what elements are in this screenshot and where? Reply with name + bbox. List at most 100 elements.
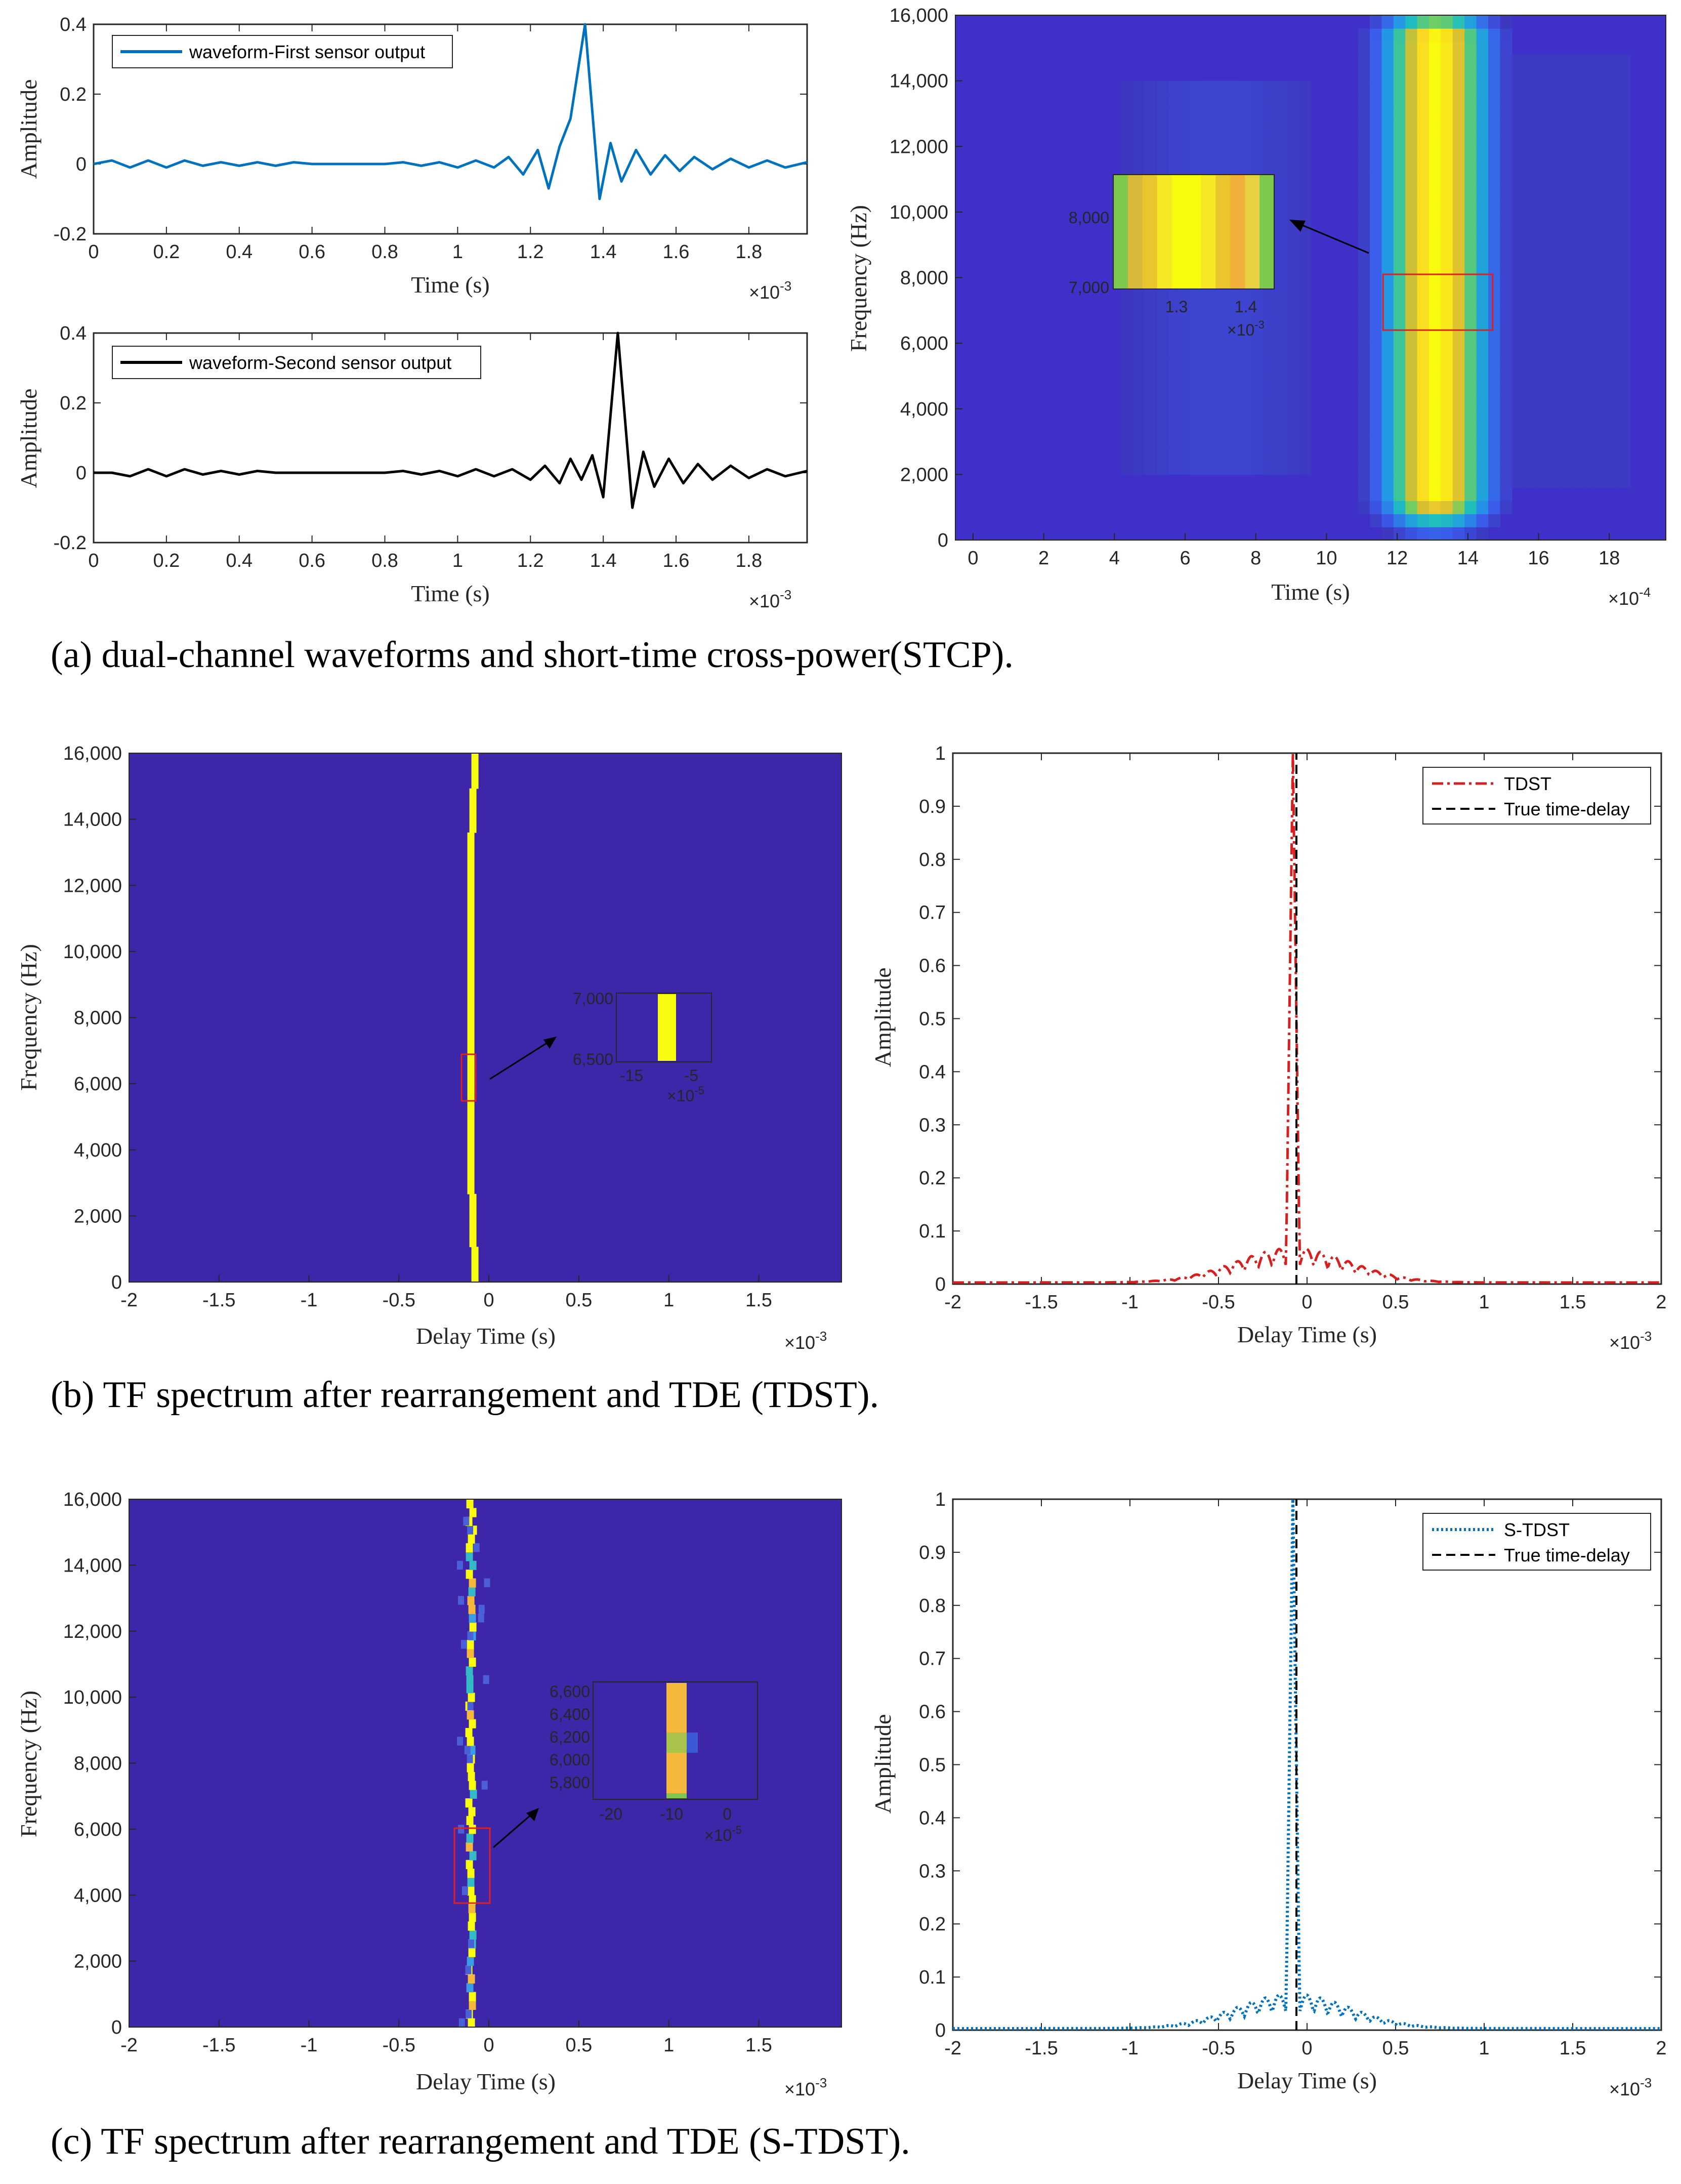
heatmap-cell — [1429, 238, 1442, 252]
spectral-line-cell — [469, 1781, 476, 1790]
heatmap-cell — [1571, 330, 1583, 344]
heatmap-cell — [1452, 291, 1465, 305]
y-axis-label: Amplitude — [870, 968, 896, 1067]
heatmap-cell — [1547, 422, 1560, 436]
heatmap-cell — [1215, 133, 1228, 147]
x-tick-label: 0 — [968, 548, 978, 569]
heatmap-cell — [1192, 80, 1205, 95]
spectral-line-cell — [467, 1088, 475, 1097]
heatmap-cell — [1547, 474, 1560, 488]
x-tick-label: 0.2 — [153, 550, 180, 571]
inset-cell — [666, 1793, 687, 1798]
heatmap-cell — [1370, 41, 1382, 55]
heatmap-cell — [1618, 382, 1631, 396]
heatmap-cell — [1452, 408, 1465, 423]
heatmap-cell — [1500, 317, 1512, 331]
spectral-line-cell — [467, 982, 475, 992]
heatmap-cell — [1121, 382, 1133, 396]
heatmap-cell — [1275, 225, 1287, 239]
y-tick-label: 6,000 — [74, 1074, 122, 1095]
heatmap-cell — [1500, 54, 1512, 68]
heatmap-cell — [1535, 198, 1548, 213]
heatmap-cell — [1298, 356, 1311, 370]
heatmap-cell — [1145, 343, 1157, 357]
heatmap-cell — [1298, 159, 1311, 173]
heatmap-cell — [1168, 80, 1181, 95]
heatmap-cell — [1500, 238, 1512, 252]
heatmap-cell — [1441, 225, 1453, 239]
heatmap-cell — [1405, 120, 1418, 134]
heatmap-cell — [1156, 422, 1169, 436]
heatmap-cell — [1583, 107, 1595, 121]
y-axis-label: Frequency (Hz) — [16, 1691, 41, 1837]
heatmap-cell — [1452, 514, 1465, 527]
heatmap-cell — [1476, 159, 1489, 173]
heatmap-cell — [1168, 382, 1181, 396]
heatmap-cell — [1488, 198, 1501, 213]
heatmap-cell — [1251, 94, 1264, 108]
heatmap-cell — [1594, 382, 1607, 396]
heatmap-cell — [1370, 277, 1382, 292]
heatmap-cell — [1287, 264, 1299, 278]
heatmap-cell — [1121, 120, 1133, 134]
speckle-cell — [460, 1640, 467, 1649]
heatmap-cell — [1287, 356, 1299, 370]
heatmap-cell — [1452, 395, 1465, 409]
speckle-cell — [457, 1737, 464, 1746]
heatmap-cell — [1583, 120, 1595, 134]
heatmap-cell — [1287, 80, 1299, 95]
heatmap-cell — [1559, 330, 1572, 344]
heatmap-cell — [1559, 356, 1572, 370]
spectral-line-cell — [468, 1974, 475, 1984]
heatmap-cell — [1429, 501, 1442, 514]
heatmap-cell — [1204, 461, 1216, 475]
heatmap-cell — [1393, 395, 1406, 409]
y-tick-label: 0 — [935, 2020, 946, 2041]
heatmap-cell — [1547, 251, 1560, 265]
heatmap-cell — [1358, 395, 1370, 409]
x-tick-label: 0 — [484, 1290, 494, 1311]
heatmap-cell — [1275, 382, 1287, 396]
heatmap-cell — [1594, 107, 1607, 121]
heatmap-cell — [1168, 317, 1181, 331]
y-axis-label: Amplitude — [16, 79, 41, 179]
heatmap-cell — [1571, 264, 1583, 278]
heatmap-cell — [1156, 304, 1169, 317]
heatmap-cell — [1583, 173, 1595, 186]
heatmap-cell — [1488, 382, 1501, 396]
heatmap-cell — [1441, 15, 1453, 29]
heatmap-cell — [1524, 435, 1536, 449]
heatmap-cell — [1452, 198, 1465, 213]
heatmap-cell — [1583, 94, 1595, 108]
heatmap-cell — [1476, 107, 1489, 121]
y-tick-label: 16,000 — [63, 1489, 122, 1510]
heatmap-cell — [1464, 264, 1477, 278]
spectral-line-cell — [471, 770, 479, 780]
heatmap-cell — [1618, 186, 1631, 199]
heatmap-cell — [1618, 304, 1631, 317]
heatmap-cell — [1417, 238, 1430, 252]
y-tick-label: 4,000 — [74, 1885, 122, 1906]
heatmap-cell — [1204, 395, 1216, 409]
heatmap-cell — [1381, 186, 1394, 199]
heatmap-cell — [1417, 395, 1430, 409]
legend-label-tdst: TDST — [1504, 773, 1551, 794]
heatmap-cell — [1429, 369, 1442, 383]
heatmap-cell — [1417, 277, 1430, 292]
heatmap-cell — [1476, 277, 1489, 292]
heatmap-cell — [1275, 356, 1287, 370]
heatmap-cell — [1452, 382, 1465, 396]
heatmap-cell — [1156, 448, 1169, 462]
heatmap-cell — [1287, 146, 1299, 160]
heatmap-cell — [1464, 54, 1477, 68]
heatmap-cell — [1393, 15, 1406, 29]
heatmap-cell — [1464, 94, 1477, 108]
heatmap-cell — [1121, 133, 1133, 147]
heatmap-cell — [1583, 277, 1595, 292]
heatmap-cell — [1263, 291, 1276, 305]
heatmap-cell — [1607, 80, 1619, 95]
heatmap-cell — [1405, 527, 1418, 541]
heatmap-cell — [1381, 369, 1394, 383]
inset-x-tick-label: 0 — [723, 1805, 732, 1823]
heatmap-cell — [1559, 264, 1572, 278]
